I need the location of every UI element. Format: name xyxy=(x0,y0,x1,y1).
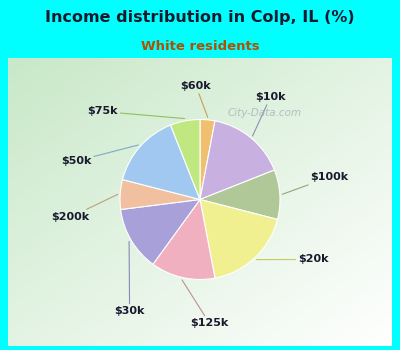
Wedge shape xyxy=(121,199,200,264)
Text: $30k: $30k xyxy=(114,241,145,316)
Wedge shape xyxy=(122,125,200,199)
Wedge shape xyxy=(200,170,280,219)
Text: $20k: $20k xyxy=(256,254,329,265)
Wedge shape xyxy=(200,121,274,199)
Text: $60k: $60k xyxy=(181,81,211,118)
Wedge shape xyxy=(200,119,215,200)
Wedge shape xyxy=(120,180,200,210)
Text: $75k: $75k xyxy=(87,106,184,119)
Text: Income distribution in Colp, IL (%): Income distribution in Colp, IL (%) xyxy=(45,10,355,25)
Text: $50k: $50k xyxy=(61,145,138,166)
Text: $200k: $200k xyxy=(51,194,118,222)
Wedge shape xyxy=(153,199,215,280)
Text: City-Data.com: City-Data.com xyxy=(228,107,302,118)
Text: $10k: $10k xyxy=(252,92,286,136)
Text: $100k: $100k xyxy=(282,172,349,194)
Wedge shape xyxy=(170,119,200,200)
Wedge shape xyxy=(200,199,278,278)
Text: $125k: $125k xyxy=(182,280,229,329)
Text: White residents: White residents xyxy=(141,40,259,53)
